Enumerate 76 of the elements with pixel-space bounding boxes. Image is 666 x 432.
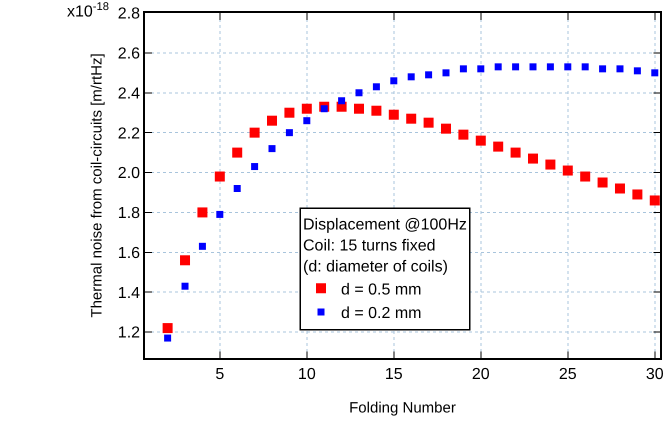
y-tick-label: 2.6 — [118, 45, 140, 62]
point — [250, 128, 260, 138]
point — [251, 163, 258, 170]
point — [458, 130, 468, 140]
point — [180, 255, 190, 266]
point — [616, 65, 624, 72]
point — [424, 118, 434, 128]
point — [388, 110, 399, 120]
point — [580, 172, 590, 182]
point — [582, 63, 589, 70]
point — [164, 334, 172, 342]
point — [476, 136, 486, 146]
point — [564, 63, 572, 70]
y-tick-label: 2.2 — [118, 125, 140, 142]
point — [632, 189, 642, 200]
point — [390, 77, 398, 84]
x-tick-label: 5 — [215, 366, 224, 383]
point — [650, 195, 660, 206]
y-tick-label: 1.2 — [118, 324, 140, 342]
y-tick-label: 1.6 — [118, 244, 140, 262]
point — [303, 117, 310, 124]
point — [234, 184, 241, 192]
x-tick-label: 30 — [646, 366, 664, 383]
point — [302, 104, 312, 114]
point — [286, 129, 293, 136]
point — [598, 178, 608, 188]
y-tick-label: 2.0 — [118, 165, 140, 182]
point — [599, 65, 606, 72]
y-tick-label: 1.8 — [118, 205, 140, 222]
point — [408, 73, 415, 80]
point — [529, 63, 536, 70]
point — [545, 160, 556, 170]
point — [232, 148, 242, 158]
y-tick-label: 2.4 — [118, 85, 140, 102]
point — [441, 124, 451, 134]
point — [372, 83, 380, 90]
point — [198, 242, 206, 250]
point — [562, 166, 573, 176]
point — [614, 183, 625, 194]
point — [477, 65, 484, 72]
point — [442, 69, 450, 76]
point — [197, 207, 208, 218]
point — [284, 108, 294, 118]
point — [651, 69, 658, 76]
point — [406, 114, 416, 124]
point — [338, 97, 346, 104]
x-axis-title: Folding Number — [349, 399, 456, 416]
point — [214, 172, 225, 182]
x-tick-label: 25 — [558, 366, 577, 383]
y-tick-label: 2.8 — [118, 6, 140, 23]
x-tick-label: 20 — [472, 366, 490, 383]
point — [182, 282, 189, 290]
point — [460, 65, 467, 72]
y-axis-title: Thermal noise from coil-circuits [m/rtHz] — [88, 53, 106, 318]
point — [320, 105, 328, 112]
point — [493, 142, 504, 152]
x-tick-label: 10 — [298, 366, 316, 383]
point — [356, 89, 362, 96]
point — [216, 210, 224, 218]
point — [546, 63, 554, 70]
legend-title: Displacement @100Hz Coil: 15 turns fixed (d: diameter of coils) — [303, 216, 467, 276]
point — [528, 154, 538, 164]
point — [354, 104, 364, 114]
point — [425, 71, 432, 78]
text: x10$^{-18}$ — [67, 1, 109, 21]
point — [510, 148, 521, 158]
point — [267, 116, 278, 126]
point — [494, 63, 502, 70]
point — [512, 63, 520, 70]
point — [162, 323, 173, 334]
y-tick-label: 1.4 — [118, 284, 140, 302]
point — [268, 145, 276, 152]
point — [634, 67, 641, 74]
point — [371, 106, 382, 116]
legend-label: d = 0.5 mm — [341, 281, 422, 298]
x-tick-label: 15 — [384, 366, 403, 383]
